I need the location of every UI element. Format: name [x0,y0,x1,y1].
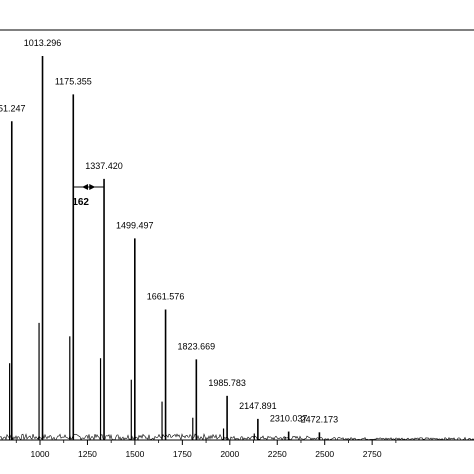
x-ticks-layer: 1000 1250 1500 1750 2000 2250 2500 2750 [15,440,397,459]
arrow-right-head [82,184,89,190]
peak-label-0: 51.247 [0,103,26,113]
x-tick-label-5: 2250 [268,449,287,459]
annotation-label: 162 [72,197,89,208]
peak-labels-layer: 51.247 1013.296 1175.355 1337.420 1499.497 16… [0,38,338,424]
peak-label-3: 1337.420 [85,161,123,171]
peak-label-4: 1499.497 [116,220,154,230]
peak-label-10: 2472.173 [301,414,339,424]
x-tick-label-4: 2000 [220,449,239,459]
peak-label-9: 2310.037 [270,414,308,424]
peak-label-8: 2147.891 [239,401,277,411]
peak-label-7: 1985.783 [208,378,246,388]
x-tick-label-2: 1500 [125,449,144,459]
peak-label-1: 1013.296 [24,38,62,48]
peak-label-6: 1823.669 [178,341,216,351]
peak-label-5: 1661.576 [147,291,185,301]
x-tick-label-0: 1000 [31,449,50,459]
noise-trace [0,433,474,442]
mass-difference-annotation: 162 [72,184,105,208]
x-tick-label-3: 1750 [173,449,192,459]
x-tick-label-6: 2500 [315,449,334,459]
baseline-noise [0,433,474,442]
peaks-layer [9,56,321,440]
x-tick-label-7: 2750 [363,449,382,459]
x-tick-label-1: 1250 [78,449,97,459]
peak-label-2: 1175.355 [55,76,92,86]
